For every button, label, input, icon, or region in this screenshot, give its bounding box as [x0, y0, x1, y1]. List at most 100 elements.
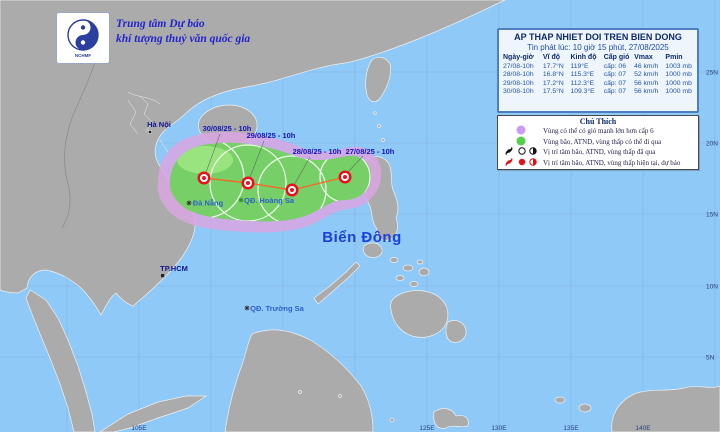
- cell: cấp: 07: [603, 71, 626, 79]
- bulletin-box: AP THAP NHIET DOI TREN BIEN DONG Tin phá…: [497, 28, 699, 113]
- cell: 112.3°E: [570, 79, 595, 87]
- track-point-29-08: [241, 176, 255, 190]
- lat-label-15n: 15N: [706, 212, 718, 219]
- col-header-vmax: Vmax: [634, 54, 653, 61]
- lat-label-25n: 25N: [706, 70, 718, 77]
- cell: 17.5°N: [542, 88, 564, 96]
- cell: cấp: 06: [603, 62, 626, 70]
- cell: cấp: 07: [603, 88, 626, 96]
- track-point-27-08: [338, 170, 352, 184]
- hoang-sa-label: QĐ. Hoàng Sa: [244, 196, 295, 205]
- lon-label-125e: 125E: [419, 425, 435, 432]
- track-label-30-08: 30/08/25 - 10h: [203, 124, 252, 133]
- danang-marker: [186, 200, 192, 206]
- hanoi-marker: [147, 129, 153, 135]
- cell: 27/08-10h: [503, 62, 534, 70]
- track-point-28-08: [285, 183, 299, 197]
- cell: 1003 mb: [665, 62, 692, 70]
- truong-sa-marker: [244, 305, 250, 311]
- cell: 56 km/h: [634, 88, 659, 96]
- hcmc-marker: [161, 274, 165, 278]
- green-area-icon: [501, 133, 543, 151]
- typhoon-icon: [505, 146, 513, 156]
- legend-item: Vị trí tâm bão, ATND, vùng thấp đã qua: [501, 146, 695, 158]
- hoang-sa-marker: [238, 197, 244, 203]
- cell: 30/08-10h: [503, 88, 534, 96]
- cell: 1000 mb: [665, 71, 692, 79]
- legend-item: Vùng bão, ATND, vùng thấp có thể đi qua: [501, 136, 695, 148]
- bulletin-row: 29/08-10h 17.2°N 112.3°E cấp: 07 56 km/h…: [503, 80, 693, 87]
- cell: 29/08-10h: [503, 79, 534, 87]
- cell: 52 km/h: [634, 71, 659, 79]
- purple-area-icon: [501, 122, 543, 140]
- legend-box: Chú Thích Vùng có thể có gió mạnh lớn hơ…: [497, 115, 699, 170]
- province-borders: [127, 91, 169, 165]
- track-label-29-08: 29/08/25 - 10h: [247, 131, 296, 140]
- logo-caption: NCHMF: [74, 53, 92, 58]
- past-position-icons: [501, 143, 543, 161]
- bulletin-issued-time: Tin phát lúc: 10 giờ 15 phút, 27/08/2025: [527, 43, 669, 52]
- lon-label-105e: 105E: [131, 425, 147, 432]
- lat-label-5n: 5N: [706, 355, 715, 362]
- land-sumatra: [99, 395, 208, 432]
- cone-inner-patch: [177, 146, 233, 174]
- cell: 17.7°N: [542, 62, 564, 70]
- land-taiwan: [365, 56, 391, 102]
- hanoi-label: Hà Nội: [147, 120, 171, 129]
- hcmc-label: TP.HCM: [160, 264, 188, 273]
- cell: 28/08-10h: [503, 71, 534, 79]
- typhoon-icon-red: [505, 157, 513, 167]
- graticule-labels: 105E 125E 130E 135E 140E 25N 20N 15N 10N…: [131, 70, 718, 432]
- storm-track-points: [197, 170, 352, 197]
- forecast-position-icons: [501, 154, 543, 172]
- agency-brand: NCHMF Trung tâm Dự báo khí tượng thuỷ vă…: [56, 12, 250, 64]
- agency-name: Trung tâm Dự báo khí tượng thuỷ văn quốc…: [116, 12, 250, 47]
- cell: 109.3°E: [570, 88, 595, 96]
- col-header-pmin: Pmin: [665, 54, 683, 61]
- danang-label: Đà Nẵng: [193, 199, 224, 208]
- land-southeast-corner: [611, 385, 720, 432]
- filled-circle-icon-red: [518, 158, 526, 165]
- track-point-30-08: [197, 171, 211, 185]
- bulletin-row: 27/08-10h 17.7°N 119°E cấp: 06 46 km/h 1…: [503, 63, 693, 70]
- bulletin-table-header: Ngày-giờ Vĩ độ Kinh độ Cấp gió Vmax Pmin: [503, 54, 693, 61]
- lon-label-140e: 140E: [635, 425, 651, 432]
- river-border-line: [61, 57, 97, 229]
- col-header-windlevel: Cấp gió: [603, 54, 630, 61]
- agency-logo-emblem: [67, 19, 99, 51]
- lat-label-10n: 10N: [706, 284, 718, 291]
- lon-label-130e: 130E: [491, 425, 507, 432]
- col-header-lat: Vĩ độ: [542, 54, 561, 61]
- cell: 56 km/h: [634, 79, 659, 87]
- cell: 17.2°N: [542, 79, 564, 87]
- land-mindanao: [390, 290, 449, 338]
- land-palawan: [313, 261, 361, 305]
- land-borneo: [224, 329, 374, 432]
- bulletin-row: 28/08-10h 16.8°N 115.3°E cấp: 07 52 km/h…: [503, 71, 693, 78]
- agency-logo: NCHMF: [56, 12, 110, 64]
- legend-item: Vùng có thể có gió mạnh lớn hơn cấp 6: [501, 125, 695, 137]
- open-circle-icon: [518, 147, 526, 155]
- agency-name-line2: khí tượng thuỷ văn quốc gia: [116, 32, 251, 45]
- land-mindoro: [362, 242, 383, 258]
- place-markers: Hà Nội Đà Nẵng TP.HCM QĐ. Hoàng Sa QĐ. T…: [147, 120, 305, 313]
- bulletin-row: 30/08-10h 17.5°N 109.3°E cấp: 07 56 km/h…: [503, 88, 693, 95]
- bulletin-title: AP THAP NHIET DOI TREN BIEN DONG: [514, 32, 682, 42]
- track-date-labels: 30/08/25 - 10h 29/08/25 - 10h 28/08/25 -…: [203, 124, 395, 156]
- half-circle-icon-red: [529, 158, 537, 166]
- cell: 16.8°N: [542, 71, 564, 79]
- legend-item: Vị trí tâm bão, ATND, vùng thấp hiện tại…: [501, 157, 695, 169]
- legend-label: Vùng bão, ATND, vùng thấp có thể đi qua: [543, 137, 662, 146]
- track-label-27-08: 27/08/25 - 10h: [346, 147, 395, 156]
- lon-label-135e: 135E: [563, 425, 579, 432]
- col-header-lon: Kinh độ: [570, 54, 597, 61]
- legend-label: Vị trí tâm bão, ATND, vùng thấp đã qua: [543, 148, 656, 157]
- track-label-28-08: 28/08/25 - 10h: [293, 147, 342, 156]
- sea-name-label: Biển Đông: [322, 229, 402, 246]
- label-leader-lines: [204, 133, 364, 188]
- lat-label-20n: 20N: [706, 141, 718, 148]
- cell: 1000 mb: [665, 79, 692, 87]
- cell: cấp: 07: [603, 79, 626, 87]
- truong-sa-label: QĐ. Trường Sa: [250, 304, 305, 313]
